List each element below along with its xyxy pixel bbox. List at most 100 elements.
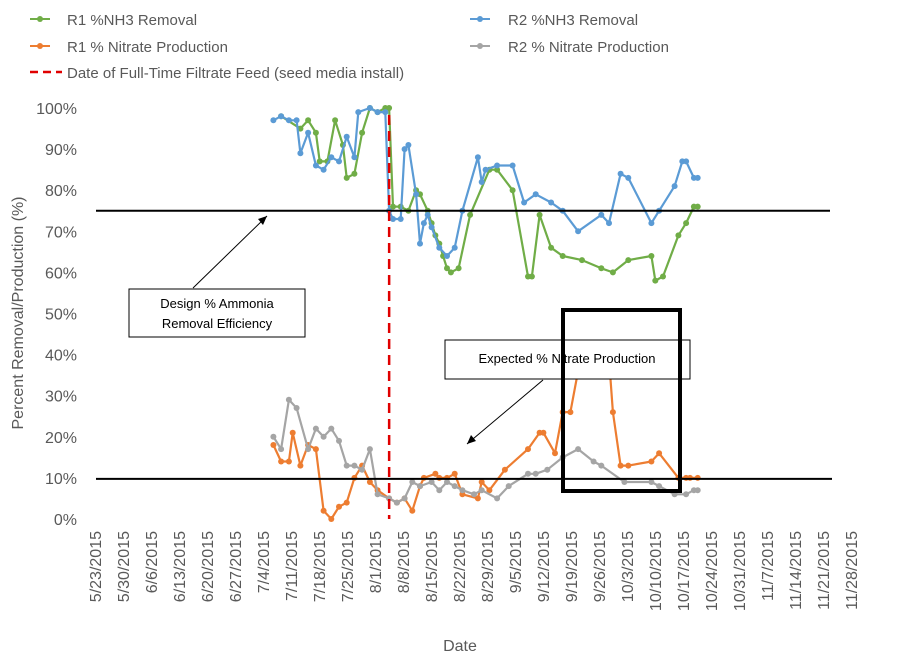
x-tick-label: 8/22/2015 — [452, 531, 469, 602]
data-point — [525, 446, 531, 453]
x-tick-label: 11/7/2015 — [760, 531, 777, 601]
x-tick-label: 9/5/2015 — [508, 531, 525, 593]
y-tick-label: 0% — [54, 512, 77, 529]
data-point — [336, 503, 342, 510]
x-tick-label: 11/28/2015 — [844, 531, 861, 610]
reference-lines — [96, 115, 832, 519]
legend-label-r1-nitrate: R1 % Nitrate Production — [67, 39, 228, 56]
x-tick-label: 7/4/2015 — [256, 531, 273, 593]
data-point — [343, 462, 350, 469]
data-point — [390, 216, 396, 222]
data-point — [694, 487, 701, 494]
data-point — [312, 425, 319, 432]
y-tick-label: 40% — [45, 348, 77, 365]
y-tick-label: 30% — [45, 389, 77, 406]
annotation-nitrate-line1: Expected % Nitrate Production — [478, 351, 655, 366]
x-tick-label: 9/19/2015 — [564, 531, 581, 602]
data-point — [544, 466, 551, 473]
data-point — [444, 479, 450, 485]
data-point — [467, 211, 474, 218]
data-point — [509, 187, 516, 194]
data-point — [532, 470, 539, 477]
data-point — [278, 458, 285, 465]
data-point — [401, 146, 408, 153]
legend-item-filtrate-date: Date of Full-Time Filtrate Feed (seed me… — [30, 65, 404, 82]
legend-item-r1-nitrate: R1 % Nitrate Production — [30, 39, 228, 56]
data-point — [567, 409, 574, 416]
data-point — [305, 129, 312, 136]
data-point — [424, 211, 431, 218]
data-point — [343, 499, 350, 506]
data-point — [374, 491, 381, 498]
series-1 — [270, 105, 701, 259]
data-point — [625, 462, 632, 469]
data-point — [451, 244, 458, 251]
data-point — [494, 166, 501, 173]
data-point — [648, 479, 655, 485]
legend-label-r1-nh3: R1 %NH3 Removal — [67, 12, 197, 29]
data-point — [474, 495, 481, 502]
data-point — [393, 499, 400, 506]
data-point — [575, 228, 582, 235]
y-tick-label: 90% — [45, 142, 77, 159]
data-point — [316, 158, 323, 165]
data-point — [297, 125, 304, 132]
y-tick-label: 20% — [45, 430, 77, 447]
data-point — [432, 470, 439, 477]
series-3 — [270, 396, 701, 506]
data-point — [305, 446, 312, 453]
data-point — [575, 446, 582, 453]
annotation-arrow-nitrate — [466, 379, 544, 445]
data-point — [648, 253, 655, 259]
data-point — [598, 265, 605, 272]
data-point — [270, 442, 277, 448]
data-point — [606, 220, 612, 227]
data-point — [579, 257, 585, 264]
data-point — [648, 458, 655, 465]
highlight-box — [561, 308, 682, 493]
data-point — [471, 491, 477, 498]
y-tick-label: 50% — [45, 307, 77, 324]
data-point — [336, 437, 342, 444]
data-point — [494, 495, 501, 502]
data-point — [390, 203, 396, 210]
legend-item-r1-nh3: R1 %NH3 Removal — [30, 12, 197, 29]
data-point — [293, 117, 300, 124]
data-point — [351, 462, 358, 469]
annotation-box-design — [128, 288, 306, 338]
y-tick-label: 100% — [36, 101, 77, 118]
data-point — [366, 479, 373, 485]
x-tick-label: 10/31/2015 — [732, 531, 749, 611]
x-tick-label: 8/1/2015 — [368, 531, 385, 593]
data-point — [621, 479, 628, 485]
data-point — [332, 117, 339, 124]
data-point — [683, 220, 690, 227]
data-point — [305, 117, 312, 124]
arrowhead-design-icon — [258, 216, 267, 225]
data-point — [694, 174, 701, 181]
data-point — [285, 458, 292, 465]
y-axis-ticks: 0% 10% 20% 30% 40% 50% 60% 70% 80% 90% 100% — [36, 101, 77, 529]
data-point — [409, 507, 416, 514]
data-point — [320, 507, 327, 514]
data-point — [366, 446, 373, 453]
data-point — [671, 183, 678, 190]
data-point — [270, 117, 277, 124]
x-tick-label: 9/26/2015 — [592, 531, 609, 602]
data-point — [478, 487, 485, 494]
data-point — [528, 273, 535, 280]
x-tick-label: 11/14/2015 — [788, 531, 805, 610]
data-point — [413, 191, 420, 198]
data-point — [652, 277, 659, 284]
data-point — [444, 253, 450, 259]
data-point — [501, 466, 508, 473]
data-point — [451, 483, 458, 490]
data-point — [278, 113, 285, 120]
data-point — [328, 425, 335, 432]
annotation-arrow-design — [192, 215, 268, 289]
legend-item-r2-nh3: R2 %NH3 Removal — [470, 12, 638, 29]
y-tick-label: 70% — [45, 224, 77, 241]
data-point — [694, 203, 701, 210]
data-point — [648, 220, 655, 227]
